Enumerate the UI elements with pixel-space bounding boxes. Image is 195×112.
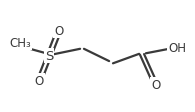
Text: CH₃: CH₃ bbox=[9, 36, 31, 49]
Text: S: S bbox=[45, 50, 53, 62]
Text: O: O bbox=[35, 74, 44, 87]
Text: O: O bbox=[151, 78, 160, 91]
Text: O: O bbox=[54, 25, 63, 38]
Text: OH: OH bbox=[168, 42, 186, 55]
